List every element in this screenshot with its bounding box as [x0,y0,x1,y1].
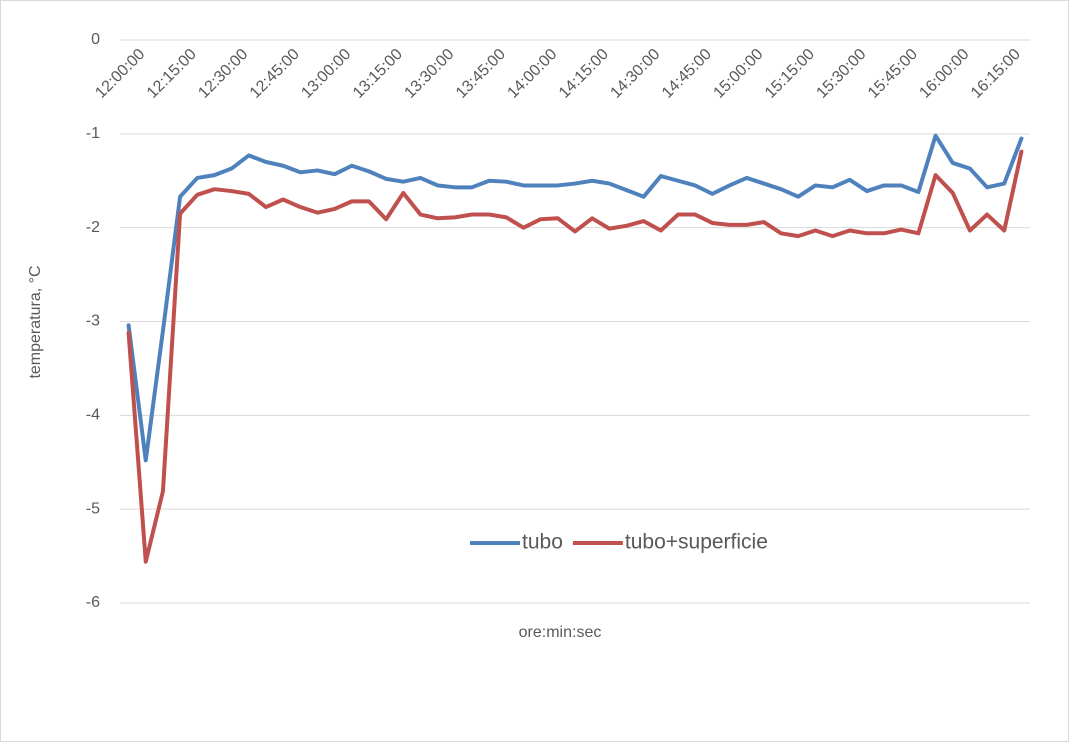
y-tick-label: -2 [86,219,100,236]
y-tick-label: -5 [86,500,100,517]
y-tick-label: -6 [86,594,100,611]
y-tick-label: -4 [86,407,100,424]
y-tick-label: -1 [86,125,100,142]
data-line [126,133,1024,463]
y-tick-label: 0 [91,31,100,48]
legend-label: tubo+superficie [625,531,768,554]
legend-label: tubo [522,531,563,554]
data-line [126,149,1024,564]
x-axis-title: ore:min:sec [519,624,602,641]
y-tick-label: -3 [86,313,100,330]
y-axis-title: temperatura, °C [27,265,44,378]
